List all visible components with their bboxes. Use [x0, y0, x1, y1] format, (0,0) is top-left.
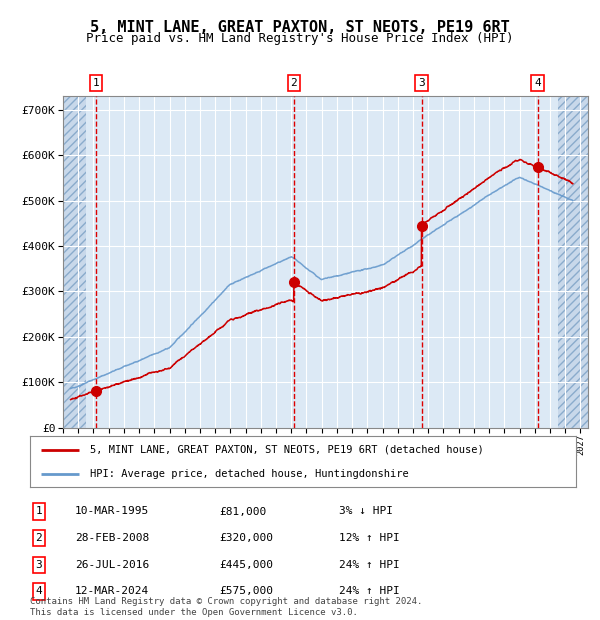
Text: 3% ↓ HPI: 3% ↓ HPI [339, 507, 393, 516]
Text: 3: 3 [35, 560, 43, 570]
Text: £575,000: £575,000 [219, 587, 273, 596]
Text: 24% ↑ HPI: 24% ↑ HPI [339, 587, 400, 596]
Text: Price paid vs. HM Land Registry's House Price Index (HPI): Price paid vs. HM Land Registry's House … [86, 32, 514, 45]
Text: 2: 2 [290, 78, 297, 88]
Text: 1: 1 [93, 78, 100, 88]
Text: 4: 4 [35, 587, 43, 596]
Text: Contains HM Land Registry data © Crown copyright and database right 2024.
This d: Contains HM Land Registry data © Crown c… [30, 598, 422, 617]
Bar [557, 96, 588, 428]
Text: £320,000: £320,000 [219, 533, 273, 543]
Text: 12% ↑ HPI: 12% ↑ HPI [339, 533, 400, 543]
Text: 3: 3 [418, 78, 425, 88]
Text: 12-MAR-2024: 12-MAR-2024 [75, 587, 149, 596]
Text: 2: 2 [35, 533, 43, 543]
Text: HPI: Average price, detached house, Huntingdonshire: HPI: Average price, detached house, Hunt… [90, 469, 409, 479]
Text: 5, MINT LANE, GREAT PAXTON, ST NEOTS, PE19 6RT (detached house): 5, MINT LANE, GREAT PAXTON, ST NEOTS, PE… [90, 445, 484, 454]
Text: 4: 4 [534, 78, 541, 88]
Text: 5, MINT LANE, GREAT PAXTON, ST NEOTS, PE19 6RT: 5, MINT LANE, GREAT PAXTON, ST NEOTS, PE… [90, 20, 510, 35]
Text: 28-FEB-2008: 28-FEB-2008 [75, 533, 149, 543]
Text: 10-MAR-1995: 10-MAR-1995 [75, 507, 149, 516]
Bar [63, 96, 86, 428]
Text: 24% ↑ HPI: 24% ↑ HPI [339, 560, 400, 570]
Text: 1: 1 [35, 507, 43, 516]
Text: £81,000: £81,000 [219, 507, 266, 516]
Text: 26-JUL-2016: 26-JUL-2016 [75, 560, 149, 570]
Text: £445,000: £445,000 [219, 560, 273, 570]
